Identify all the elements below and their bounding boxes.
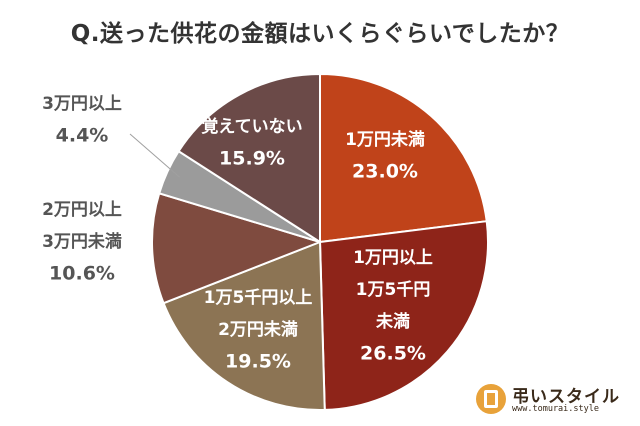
slice-category-label: 1万5千円以上: [204, 288, 313, 308]
pie-slice: [162, 240, 326, 411]
tomurai-logo-icon: [476, 384, 506, 414]
slice-value-label: 23.0%: [352, 161, 418, 183]
brand-name: 弔いスタイル: [512, 387, 620, 407]
slice-value-label: 15.9%: [219, 148, 285, 170]
slice-category-label: 覚えていない: [201, 116, 302, 137]
slice-category-label: 1万5千円: [356, 280, 431, 300]
brand-logo: 弔いスタイル www.tomurai.style: [476, 382, 626, 418]
slice-category-label: 未満: [375, 311, 410, 332]
leader-line: [129, 133, 180, 178]
slice-category-label: 3万円未満: [42, 231, 122, 252]
slice-category-label: 1万円未満: [345, 129, 425, 150]
pie-slice: [151, 192, 324, 305]
slice-category-label: 3万円以上: [42, 94, 122, 114]
slice-value-label: 4.4%: [56, 125, 109, 147]
slice-category-label: 2万円以上: [42, 200, 122, 220]
chart-title: Q.送った供花の金額はいくらぐらいでしたか？: [70, 21, 570, 47]
slice-value-label: 26.5%: [360, 343, 426, 365]
brand-url: www.tomurai.style: [512, 404, 599, 414]
pie-slice: [177, 72, 321, 244]
pie-slice: [318, 220, 489, 411]
slice-value-label: 19.5%: [225, 351, 291, 373]
pie-slice: [319, 72, 488, 244]
slice-value-label: 10.6%: [49, 263, 115, 285]
slice-category-label: 1万円以上: [353, 248, 433, 268]
slice-category-label: 2万円未満: [218, 319, 298, 340]
